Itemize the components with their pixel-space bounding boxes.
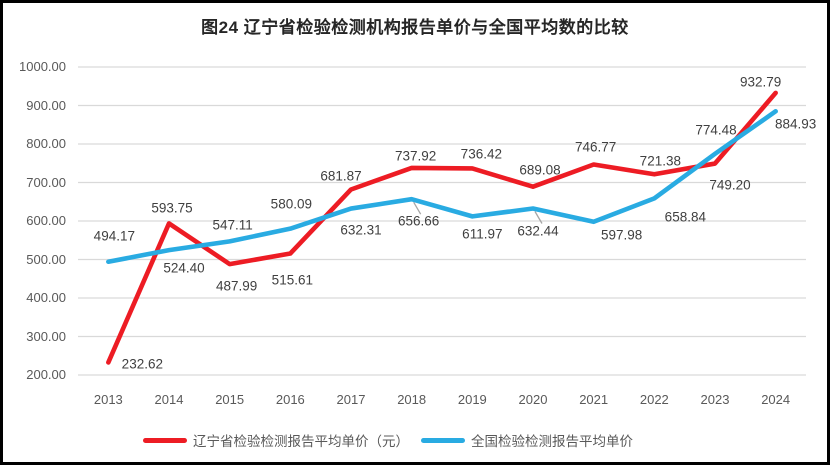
data-label: 774.48	[695, 122, 737, 138]
series-line-liaoning	[106, 90, 778, 365]
leader-line	[413, 201, 422, 215]
x-axis-tick-label: 2014	[154, 392, 184, 407]
data-label: 749.20	[709, 177, 751, 193]
legend-swatch-national-line	[421, 437, 465, 443]
data-label: 737.92	[395, 148, 437, 164]
series-line-national	[106, 109, 778, 265]
data-label: 580.09	[270, 196, 312, 212]
legend-item-liaoning: 辽宁省检验检测报告平均单价（元）	[143, 430, 409, 450]
data-label: 593.75	[151, 200, 193, 216]
data-label: 487.99	[216, 278, 258, 294]
x-axis-tick-label: 2020	[518, 392, 548, 407]
data-label: 611.97	[462, 226, 503, 242]
y-axis-tick-label: 1000.00	[19, 59, 66, 74]
data-label: 656.66	[398, 213, 440, 229]
x-axis-tick-label: 2021	[579, 392, 609, 407]
data-label: 494.17	[93, 228, 135, 244]
y-axis-tick-label: 300.00	[26, 328, 66, 344]
x-axis-tick-label: 2018	[397, 392, 427, 407]
x-axis-tick-label: 2022	[639, 392, 669, 407]
x-axis-tick-label: 2024	[761, 392, 791, 407]
data-label: 884.93	[775, 116, 817, 132]
data-label: 232.62	[121, 356, 163, 372]
data-label: 597.98	[601, 227, 643, 243]
data-label: 736.42	[460, 146, 502, 162]
x-axis-tick-label: 2016	[275, 392, 305, 407]
data-label: 681.87	[320, 168, 362, 184]
data-label: 932.79	[740, 74, 782, 90]
data-label: 658.84	[664, 209, 706, 225]
legend-label-liaoning: 辽宁省检验检测报告平均单价（元）	[193, 434, 409, 449]
legend: 辽宁省检验检测报告平均单价（元） 全国检验检测报告平均单价	[0, 430, 803, 450]
y-axis-tick-label: 200.00	[26, 367, 66, 382]
x-axis-tick-label: 2013	[93, 392, 123, 407]
legend-item-national: 全国检验检测报告平均单价	[421, 430, 633, 450]
y-axis-tick-label: 500.00	[26, 251, 66, 267]
y-axis-tick-label: 700.00	[26, 174, 66, 190]
y-axis-tick-label: 400.00	[26, 290, 66, 305]
data-label: 632.31	[340, 222, 382, 238]
x-axis-tick-label: 2017	[336, 392, 366, 407]
y-axis-tick-label: 600.00	[26, 213, 66, 228]
data-label: 721.38	[639, 153, 681, 169]
data-label: 746.77	[575, 139, 617, 155]
data-label: 547.11	[212, 217, 253, 233]
data-label: 524.40	[163, 260, 205, 276]
data-label: 689.08	[519, 162, 561, 178]
legend-swatch-liaoning-line	[143, 437, 187, 443]
chart-title: 图24 辽宁省检验检测机构报告单价与全国平均数的比较	[201, 18, 629, 37]
y-axis-tick-label: 800.00	[26, 136, 66, 151]
x-axis-tick-label: 2023	[700, 392, 730, 407]
data-label: 515.61	[271, 272, 313, 288]
y-axis-tick-label: 900.00	[26, 97, 66, 113]
x-axis-tick-label: 2019	[457, 392, 487, 407]
leader-line	[534, 211, 543, 224]
legend-label-national: 全国检验检测报告平均单价	[471, 434, 633, 449]
x-axis-tick-label: 2015	[215, 392, 245, 407]
data-label: 632.44	[517, 223, 559, 238]
